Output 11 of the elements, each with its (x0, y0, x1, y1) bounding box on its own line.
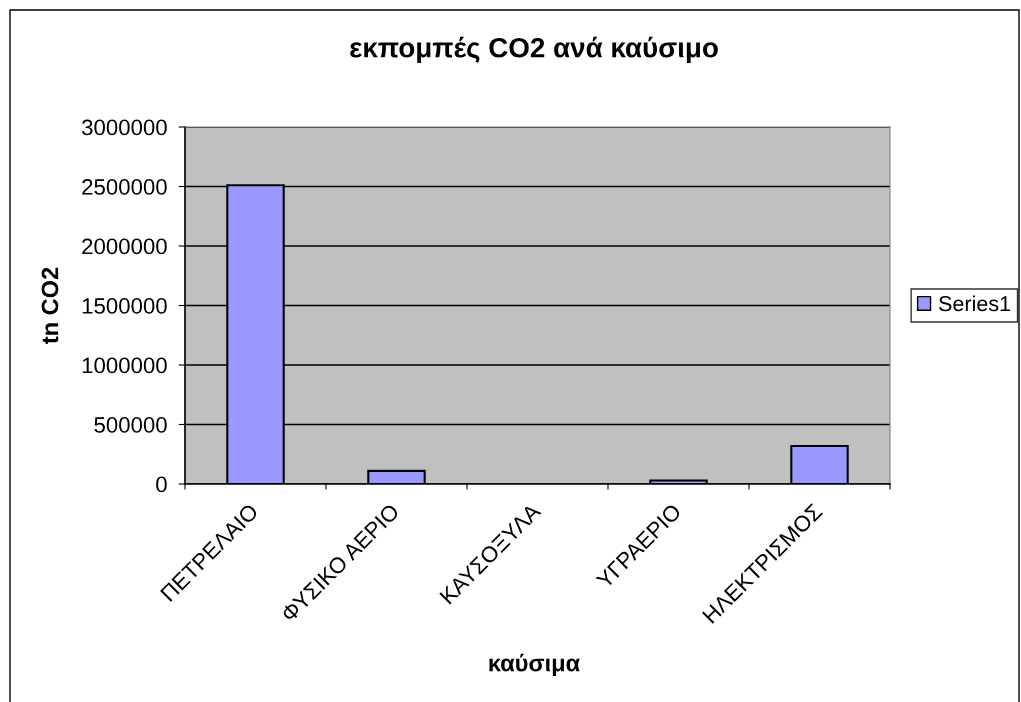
x-axis-title: καύσιμα (489, 653, 580, 676)
y-tick-label: 3000000 (81, 119, 167, 136)
legend-label: Series1 (939, 295, 1010, 312)
y-tick-label: 2000000 (82, 238, 167, 255)
y-tick-label: 0 (156, 476, 167, 493)
y-tick-label: 2500000 (82, 179, 167, 195)
y-tick-label: 1500000 (82, 298, 167, 314)
y-axis-title: tn CO2 (41, 267, 59, 344)
y-tick-label: 1000000 (82, 357, 167, 374)
chart-title: εκπομπές CO2 ανά καύσιμο (350, 36, 718, 63)
y-tick-label: 500000 (94, 417, 167, 433)
